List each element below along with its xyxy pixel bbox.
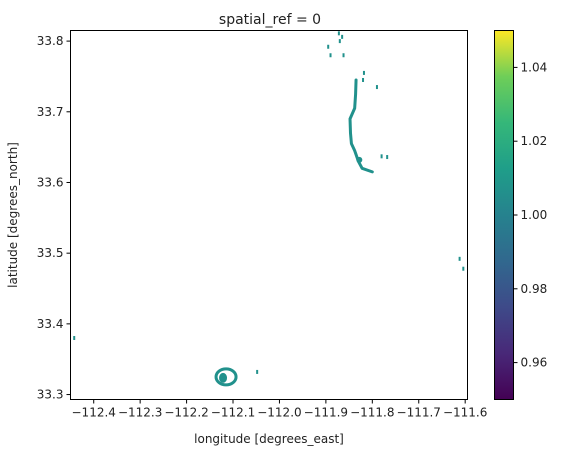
x-tick-label: −112.0 (257, 406, 301, 420)
colorbar-ticks: 0.96 0.98 1.00 1.02 1.04 (513, 60, 548, 370)
channel-line (348, 78, 374, 174)
raster-cell (329, 53, 332, 58)
colorbar-gradient (494, 30, 514, 400)
blob-cell (356, 156, 363, 163)
raster-cell (327, 44, 330, 49)
y-axis-label: latitude [degrees_north] (6, 142, 20, 288)
x-tick-label: −112.4 (72, 406, 116, 420)
x-tick-label: −111.7 (397, 406, 441, 420)
raster-cell (362, 77, 365, 82)
x-tick-label: −112.1 (211, 406, 255, 420)
raster-cell (462, 266, 465, 271)
raster-cell (337, 31, 340, 36)
colorbar-tick-label: 0.96 (521, 356, 548, 370)
x-tick-label: −112.3 (118, 406, 162, 420)
colorbar-tick-label: 1.04 (521, 60, 548, 74)
y-tick-label: 33.4 (37, 317, 64, 331)
y-tick-label: 33.8 (37, 34, 64, 48)
raster-cell (338, 39, 341, 44)
raster-cell (73, 336, 76, 340)
raster-cell (386, 155, 389, 160)
colorbar: 0.96 0.98 1.00 1.02 1.04 (494, 30, 548, 400)
raster-cell (342, 53, 345, 58)
y-axis: 33.3 33.4 33.5 33.6 33.7 33.8 (37, 34, 71, 402)
plot-frame (70, 30, 468, 400)
lake-ring (214, 367, 238, 387)
raster-cell (362, 70, 365, 75)
raster-cell (380, 154, 383, 159)
x-tick-label: −112.2 (164, 406, 208, 420)
raster-cell (458, 256, 461, 261)
y-tick-label: 33.6 (37, 175, 64, 189)
colorbar-tick-label: 1.02 (521, 134, 548, 148)
x-tick-label: −111.9 (304, 406, 348, 420)
colorbar-tick-label: 0.98 (521, 282, 548, 296)
x-axis: −112.4 −112.3 −112.2 −112.1 −112.0 −111.9 −111… (72, 399, 487, 420)
x-tick-label: −111.6 (443, 406, 487, 420)
raster-cells (73, 31, 465, 387)
y-tick-label: 33.7 (37, 105, 64, 119)
chart-title: spatial_ref = 0 (219, 12, 321, 28)
x-axis-label: longitude [degrees_east] (194, 432, 344, 446)
y-tick-label: 33.5 (37, 246, 64, 260)
raster-cell (341, 34, 344, 39)
colorbar-tick-label: 1.00 (521, 208, 548, 222)
plot-area (70, 30, 468, 400)
raster-cell (256, 369, 259, 374)
x-tick-label: −111.8 (350, 406, 394, 420)
y-tick-label: 33.3 (37, 388, 64, 402)
lake-fill (219, 372, 228, 383)
raster-cell (375, 85, 378, 90)
